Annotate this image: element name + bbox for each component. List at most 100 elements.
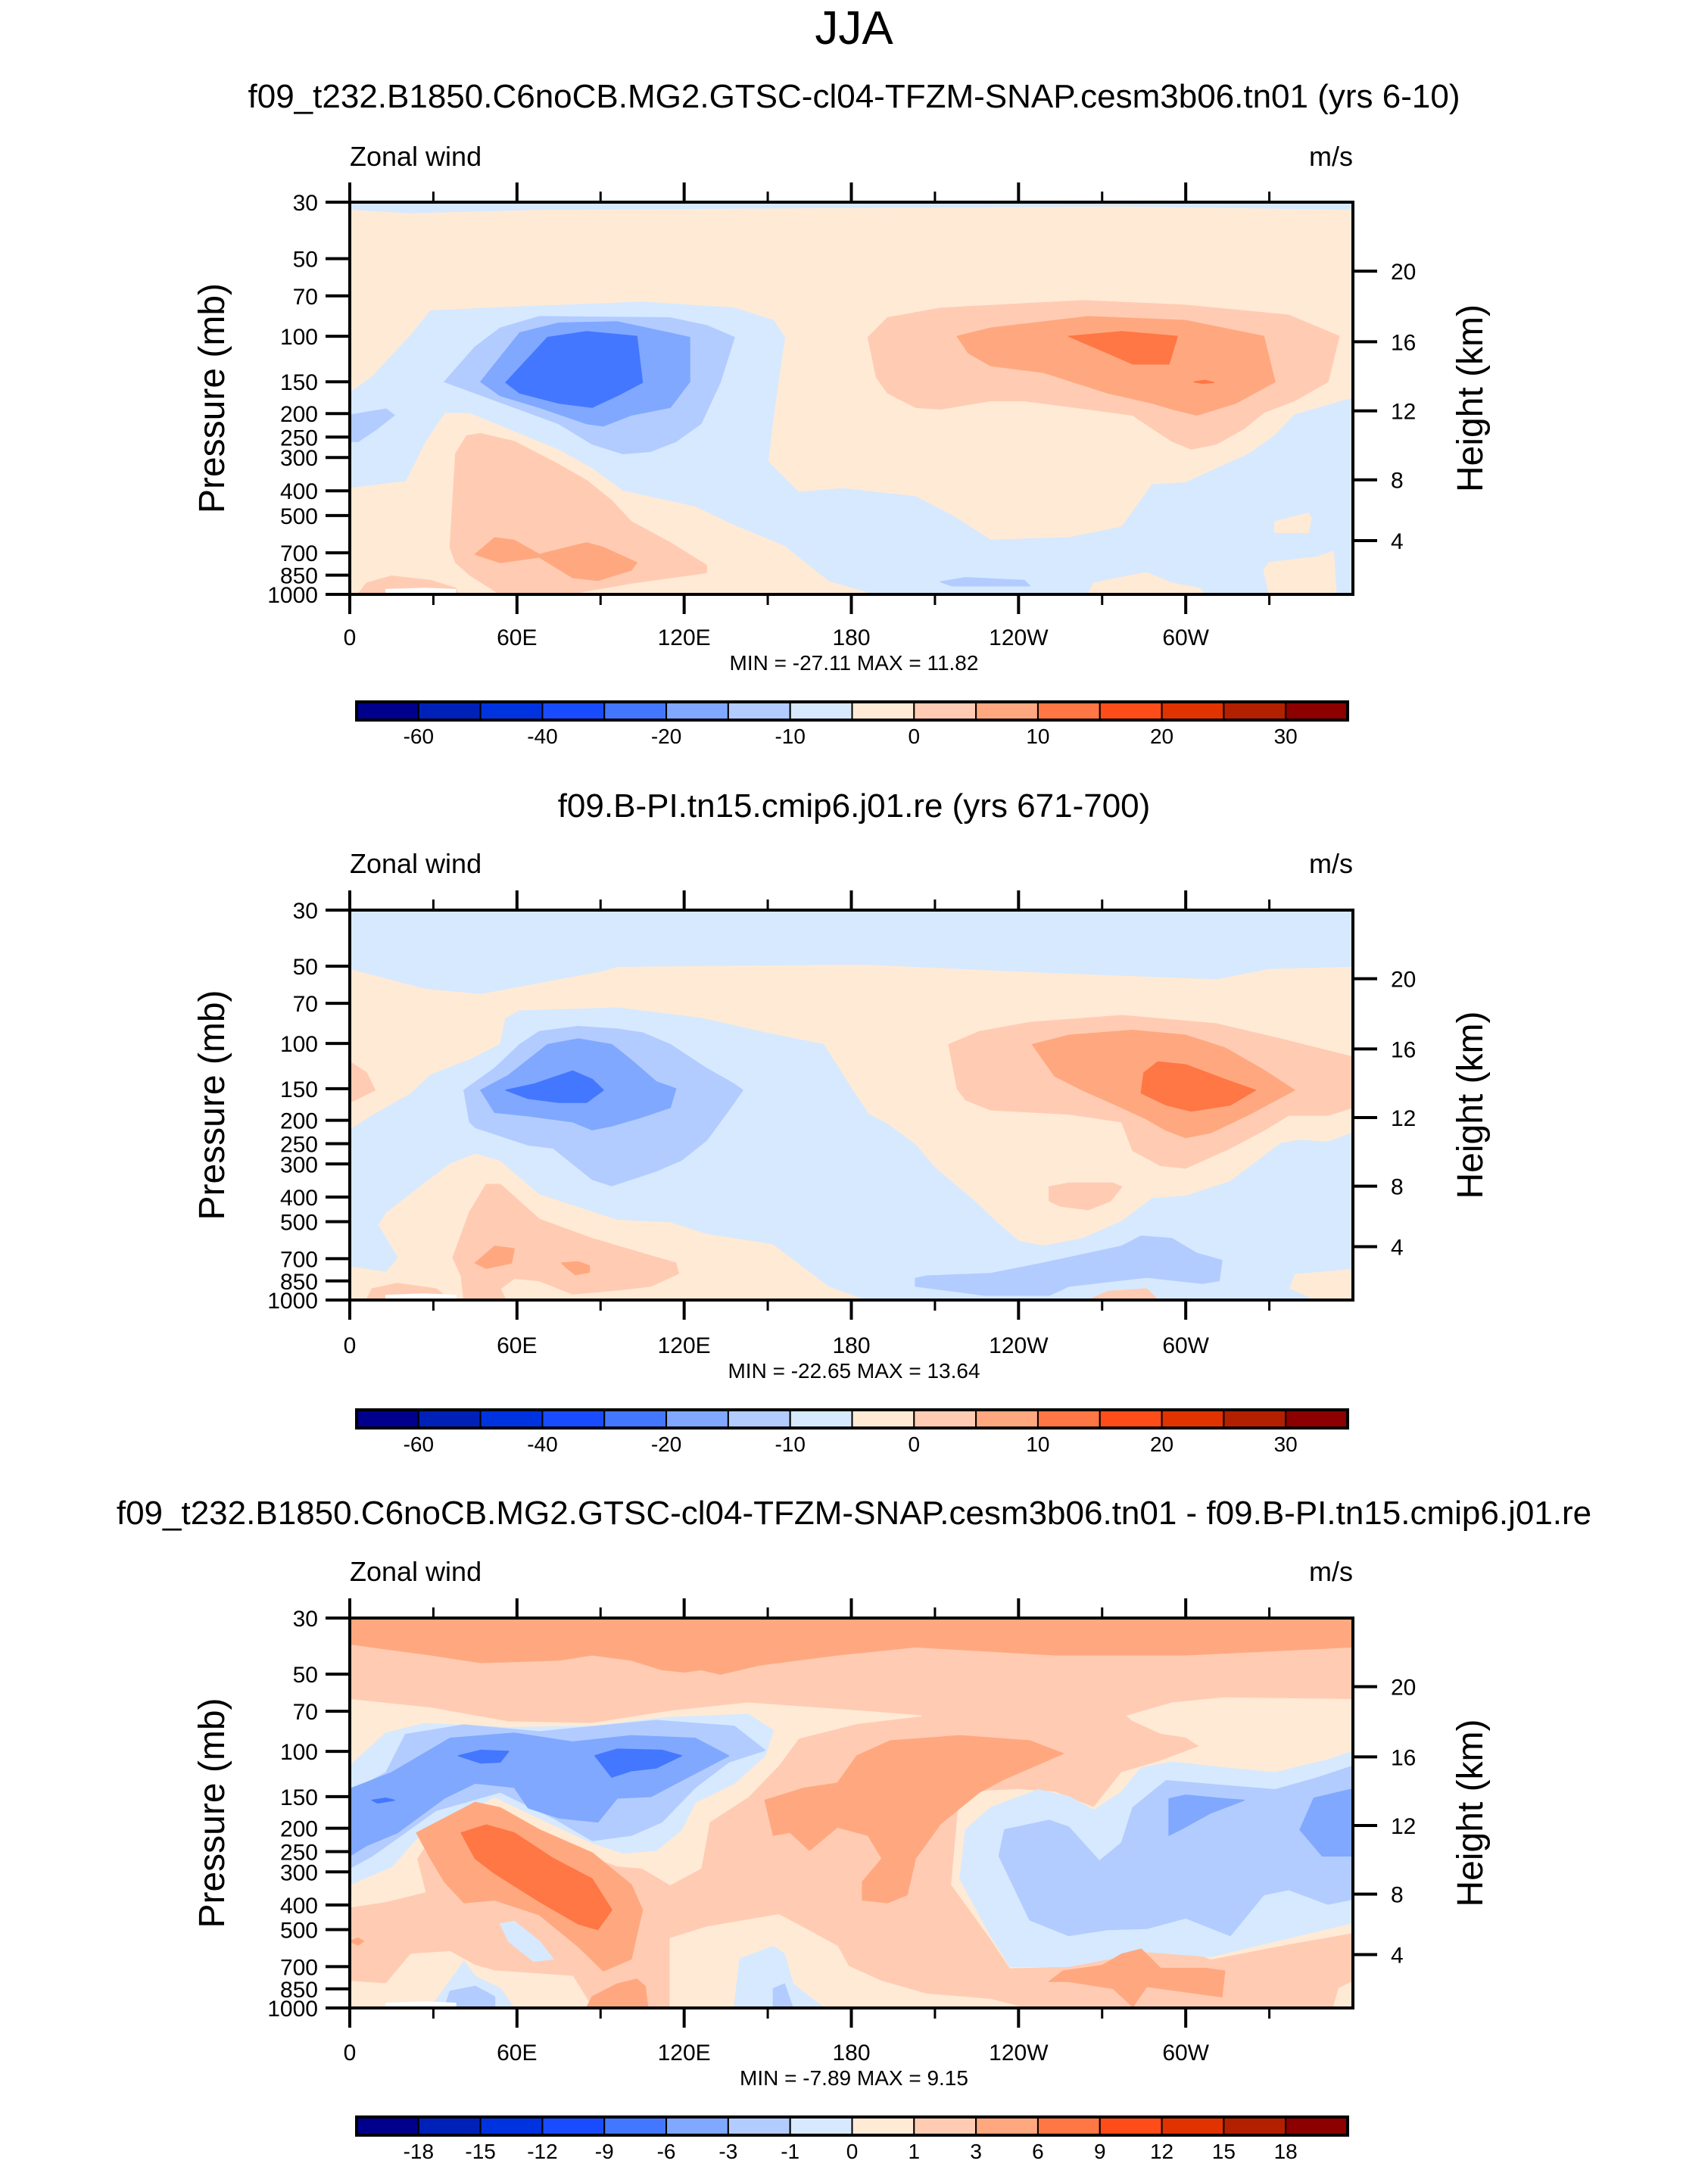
y-tick-label: 200 xyxy=(280,1109,318,1134)
colorbar-label: 0 xyxy=(909,1433,921,1456)
contour-region xyxy=(560,1261,591,1276)
colorbar: -60 -40 -20 -10 0 10 20 30 xyxy=(355,700,1349,748)
contour-region xyxy=(474,1246,515,1269)
colorbar-box xyxy=(1036,1409,1101,1429)
y-tick-label: 300 xyxy=(280,446,318,471)
colorbar-label: 10 xyxy=(1026,725,1049,748)
colorbar-box xyxy=(1223,1409,1287,1429)
panel-title: f09_t232.B1850.C6noCB.MG2.GTSC-cl04-TFZM… xyxy=(248,78,1460,115)
contour-region xyxy=(1299,1788,1353,1857)
panel-title: f09.B-PI.tn15.cmip6.j01.re (yrs 671-700) xyxy=(558,787,1151,825)
panels: f09_t232.B1850.C6noCB.MG2.GTSC-cl04-TFZM… xyxy=(117,78,1591,2163)
y-tick-label: 30 xyxy=(293,899,318,924)
y2-tick-label: 16 xyxy=(1391,330,1416,355)
min-max-stats: MIN = -27.11 MAX = 11.82 xyxy=(730,651,979,675)
colorbar-box xyxy=(1285,2116,1348,2136)
colorbar-label: -9 xyxy=(595,2140,614,2163)
y-tick-label: 250 xyxy=(280,1132,318,1157)
contour-region xyxy=(1087,1288,1159,1300)
colorbar-box xyxy=(789,701,853,721)
colorbar-box xyxy=(1036,2116,1101,2136)
colorbar-box xyxy=(417,1409,482,1429)
contour-region xyxy=(1168,1794,1245,1836)
colorbar-box xyxy=(1161,701,1225,721)
contour-region xyxy=(1332,1981,1353,2008)
y-tick-label: 700 xyxy=(280,1247,318,1272)
y-tick-label: 850 xyxy=(280,1270,318,1295)
colorbar-box xyxy=(1099,1409,1163,1429)
y-tick-label: 500 xyxy=(280,504,318,529)
contour-region xyxy=(350,202,1353,214)
colorbar-box xyxy=(665,2116,729,2136)
colorbar-box xyxy=(541,1409,606,1429)
chart-panel-1: f09_t232.B1850.C6noCB.MG2.GTSC-cl04-TFZM… xyxy=(192,78,1491,748)
contour-region xyxy=(956,316,1276,416)
min-max-stats: MIN = -22.65 MAX = 13.64 xyxy=(728,1359,980,1383)
colorbar-label: -10 xyxy=(775,725,805,748)
colorbar-box xyxy=(727,2116,791,2136)
x-tick-label: 60E xyxy=(497,2041,537,2066)
contour-region xyxy=(350,1618,1353,1675)
colorbar-label: -12 xyxy=(527,2140,557,2163)
colorbar-box xyxy=(417,2116,482,2136)
y2-tick-label: 20 xyxy=(1391,968,1416,993)
y-tick-label: 70 xyxy=(293,1700,318,1725)
x-tick-label: 120W xyxy=(989,1333,1049,1358)
contour-region xyxy=(1263,550,1337,594)
contour-region xyxy=(915,1235,1223,1296)
chart-panel-3: f09_t232.B1850.C6noCB.MG2.GTSC-cl04-TFZM… xyxy=(117,1495,1591,2163)
contour-region xyxy=(505,331,644,408)
y-tick-label: 30 xyxy=(293,1607,318,1632)
panel-title: f09_t232.B1850.C6noCB.MG2.GTSC-cl04-TFZM… xyxy=(117,1495,1591,1532)
contour-region xyxy=(457,1749,510,1764)
y-tick-label: 200 xyxy=(280,1817,318,1842)
y2-tick-label: 16 xyxy=(1391,1037,1416,1062)
y-tick-label: 150 xyxy=(280,1785,318,1810)
y2-tick-label: 8 xyxy=(1391,469,1404,494)
colorbar-label: -15 xyxy=(465,2140,495,2163)
x-tick-label: 120E xyxy=(658,2041,711,2066)
y-tick-label: 850 xyxy=(280,1978,318,2003)
y-tick-label: 70 xyxy=(293,992,318,1017)
colorbar-box xyxy=(727,701,791,721)
colorbar-label: -1 xyxy=(781,2140,799,2163)
x-tick-label: 60E xyxy=(497,625,537,650)
contour-region xyxy=(1049,1182,1123,1211)
y2-tick-label: 8 xyxy=(1391,1883,1404,1908)
contour-region xyxy=(350,408,395,442)
y-tick-label: 1000 xyxy=(267,583,318,608)
colorbar-box xyxy=(603,1409,668,1429)
y-axis-title: Pressure (mb) xyxy=(192,990,232,1220)
y-tick-label: 1000 xyxy=(267,1289,318,1314)
y2-axis-title: Height (km) xyxy=(1451,1719,1491,1907)
colorbar-box xyxy=(975,701,1039,721)
colorbar-label: 12 xyxy=(1150,2140,1173,2163)
left-string: Zonal wind xyxy=(350,848,482,879)
contour-region xyxy=(1049,1948,1226,2008)
chart-panel-2: f09.B-PI.tn15.cmip6.j01.re (yrs 671-700)… xyxy=(192,787,1491,1456)
colorbar-box xyxy=(1161,2116,1225,2136)
right-string: m/s xyxy=(1309,848,1353,879)
colorbar-frame xyxy=(355,700,1349,722)
min-max-stats: MIN = -7.89 MAX = 9.15 xyxy=(740,2066,968,2090)
colorbar-box xyxy=(851,701,915,721)
y-axis-title: Pressure (mb) xyxy=(192,283,232,513)
contour-region xyxy=(998,1765,1353,1937)
colorbar-label: 30 xyxy=(1274,1433,1298,1456)
contour-region xyxy=(764,1735,1064,1903)
contour-region xyxy=(505,1070,604,1103)
y-tick-label: 400 xyxy=(280,479,318,504)
colorbar-label: -10 xyxy=(775,1433,805,1456)
y-tick-label: 850 xyxy=(280,564,318,589)
y-tick-label: 50 xyxy=(293,1663,318,1688)
colorbar-label: 0 xyxy=(846,2140,859,2163)
colorbar-box xyxy=(1099,2116,1163,2136)
colorbar-label: 20 xyxy=(1150,725,1173,748)
colorbar-box xyxy=(356,1409,419,1429)
y-tick-label: 400 xyxy=(280,1894,318,1919)
x-tick-label: 0 xyxy=(344,2041,357,2066)
colorbar-box xyxy=(479,701,544,721)
contour-region xyxy=(734,1946,824,2008)
y2-tick-label: 20 xyxy=(1391,260,1416,285)
contour-region xyxy=(1140,1061,1256,1112)
